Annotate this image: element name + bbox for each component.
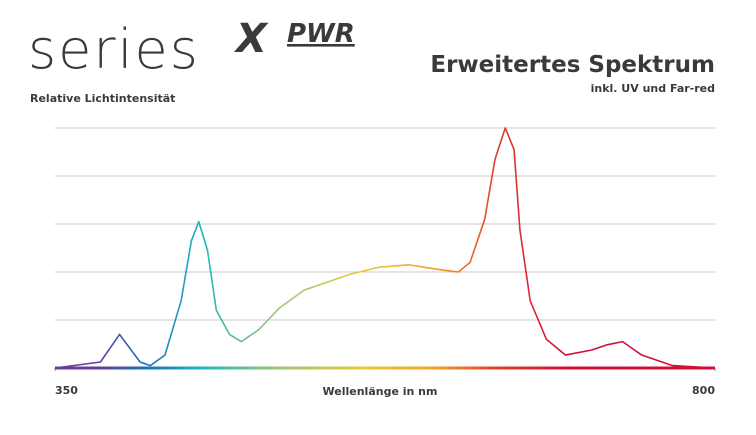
logo-mark: X	[233, 16, 269, 62]
logo-suffix: PWR	[287, 19, 355, 49]
x-tick-label: 350	[55, 384, 78, 397]
spectrum-line	[54, 127, 716, 369]
x-tick-label: 800	[692, 384, 715, 397]
logo-text: series	[28, 18, 200, 81]
y-axis-label: Relative Lichtintensität	[30, 92, 175, 105]
chart-title: Erweitertes Spektrum	[430, 52, 715, 78]
chart-subtitle: inkl. UV und Far-red	[591, 82, 715, 95]
x-axis-label: Wellenlänge in nm	[323, 385, 438, 398]
